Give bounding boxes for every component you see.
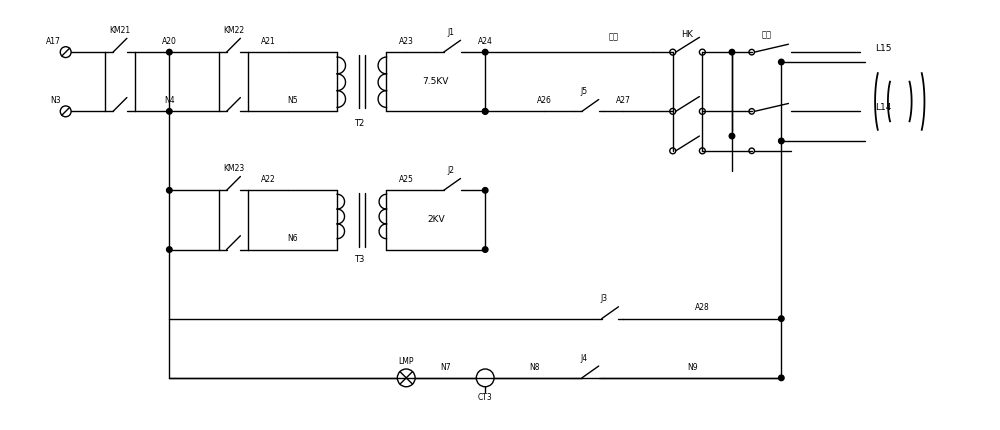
Text: J4: J4 [580, 353, 587, 362]
Circle shape [779, 316, 784, 321]
Text: KM22: KM22 [223, 26, 244, 35]
Text: A28: A28 [695, 303, 710, 312]
Text: A25: A25 [399, 175, 414, 184]
Text: N8: N8 [529, 362, 539, 372]
Text: 7.5KV: 7.5KV [423, 77, 449, 86]
Text: J5: J5 [580, 87, 587, 96]
Text: A21: A21 [261, 37, 275, 46]
Text: A23: A23 [399, 37, 414, 46]
Circle shape [482, 109, 488, 114]
Circle shape [779, 59, 784, 65]
Circle shape [482, 109, 488, 114]
Circle shape [729, 49, 735, 55]
Circle shape [167, 49, 172, 55]
Text: A24: A24 [478, 37, 493, 46]
Text: L15: L15 [875, 44, 892, 53]
Text: A26: A26 [537, 96, 552, 105]
Text: N5: N5 [287, 96, 298, 105]
Text: N3: N3 [50, 96, 61, 105]
Text: KM21: KM21 [109, 26, 131, 35]
Circle shape [482, 187, 488, 193]
Text: CT3: CT3 [478, 393, 493, 402]
Text: N4: N4 [164, 96, 175, 105]
Circle shape [167, 187, 172, 193]
Text: L14: L14 [875, 103, 891, 112]
Text: 碳化: 碳化 [609, 33, 619, 42]
Circle shape [482, 49, 488, 55]
Circle shape [779, 138, 784, 144]
Text: HK: HK [682, 30, 693, 39]
Text: A27: A27 [616, 96, 631, 105]
Text: N9: N9 [687, 362, 698, 372]
Text: N7: N7 [440, 362, 451, 372]
Circle shape [779, 375, 784, 381]
Text: J1: J1 [447, 28, 454, 37]
Text: 试验: 试验 [762, 30, 772, 39]
Text: J2: J2 [447, 166, 454, 175]
Text: 2KV: 2KV [427, 215, 445, 224]
Circle shape [167, 247, 172, 252]
Circle shape [167, 109, 172, 114]
Text: J3: J3 [600, 295, 607, 304]
Text: A17: A17 [46, 37, 61, 46]
Text: A20: A20 [162, 37, 177, 46]
Text: KM23: KM23 [223, 164, 244, 173]
Circle shape [482, 247, 488, 252]
Circle shape [729, 133, 735, 139]
Text: LMP: LMP [398, 356, 414, 366]
Text: T3: T3 [354, 255, 364, 264]
Text: N6: N6 [287, 234, 298, 243]
Text: A22: A22 [261, 175, 275, 184]
Text: T2: T2 [354, 119, 364, 128]
